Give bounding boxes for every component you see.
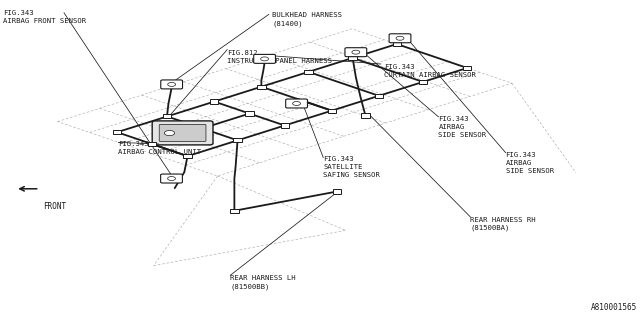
Bar xyxy=(305,70,313,74)
Text: A810001565: A810001565 xyxy=(591,303,637,312)
FancyBboxPatch shape xyxy=(389,34,411,43)
Bar xyxy=(148,142,157,146)
Bar xyxy=(349,56,357,60)
Text: FIG.812
INSTRUMENT PANEL HARNESS: FIG.812 INSTRUMENT PANEL HARNESS xyxy=(227,50,332,64)
Bar xyxy=(184,154,192,158)
Bar xyxy=(463,66,471,70)
Text: FRONT: FRONT xyxy=(43,202,66,211)
FancyBboxPatch shape xyxy=(161,174,182,183)
Text: FIG.343
SATELLITE
SAFING SENSOR: FIG.343 SATELLITE SAFING SENSOR xyxy=(323,156,380,178)
Bar xyxy=(328,108,336,113)
FancyBboxPatch shape xyxy=(152,121,213,145)
Bar xyxy=(113,130,122,134)
Text: FIG.343
CURTAIN AIRBAG SENSOR: FIG.343 CURTAIN AIRBAG SENSOR xyxy=(384,64,476,78)
Text: FIG.343
AIRBAG FRONT SENSOR: FIG.343 AIRBAG FRONT SENSOR xyxy=(3,10,86,24)
FancyBboxPatch shape xyxy=(253,54,275,63)
Bar xyxy=(333,189,341,194)
Bar xyxy=(210,100,218,104)
Text: FIG.343
AIRBAG
SIDE SENSOR: FIG.343 AIRBAG SIDE SENSOR xyxy=(438,116,486,138)
Bar xyxy=(257,84,266,89)
FancyBboxPatch shape xyxy=(285,99,307,108)
Circle shape xyxy=(164,131,175,136)
Bar xyxy=(419,80,428,84)
FancyBboxPatch shape xyxy=(345,48,367,57)
Bar xyxy=(362,114,370,118)
Bar xyxy=(280,124,289,128)
Text: REAR HARNESS LH
(81500BB): REAR HARNESS LH (81500BB) xyxy=(230,275,296,290)
Text: BULKHEAD HARNESS
(81400): BULKHEAD HARNESS (81400) xyxy=(272,12,342,27)
Text: FIG.343
AIRBAG CONTROL UNIT: FIG.343 AIRBAG CONTROL UNIT xyxy=(118,141,202,156)
FancyBboxPatch shape xyxy=(159,124,206,141)
Text: REAR HARNESS RH
(81500BA): REAR HARNESS RH (81500BA) xyxy=(470,217,536,231)
FancyBboxPatch shape xyxy=(161,80,182,89)
Bar xyxy=(245,111,253,116)
Text: FIG.343
AIRBAG
SIDE SENSOR: FIG.343 AIRBAG SIDE SENSOR xyxy=(506,152,554,174)
Bar xyxy=(234,138,242,142)
Bar xyxy=(393,42,401,46)
Bar xyxy=(230,209,239,213)
Bar xyxy=(163,114,172,118)
Bar xyxy=(375,94,383,98)
